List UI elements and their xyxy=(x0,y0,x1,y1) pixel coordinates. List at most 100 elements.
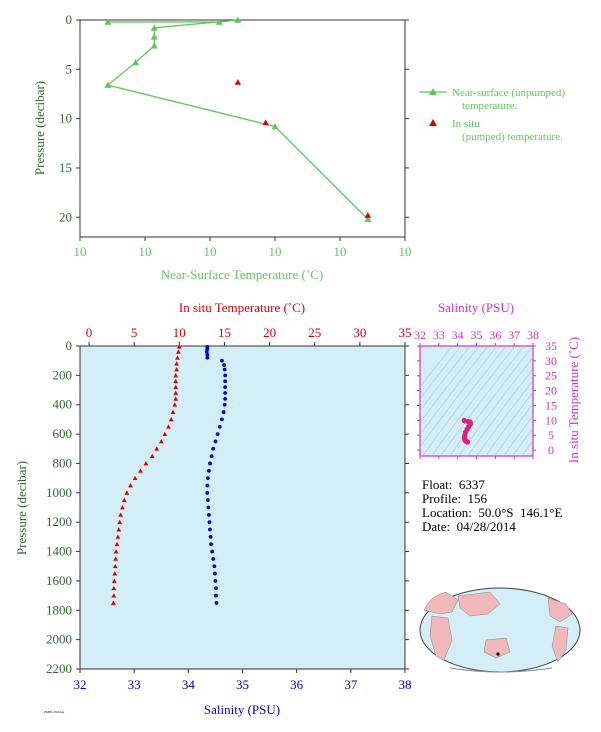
ts-y-axis-label: In situ Temperature (˚C) xyxy=(566,337,581,463)
salinity-point xyxy=(223,396,228,401)
ts-y-tick-label: 15 xyxy=(545,398,557,412)
map-land-north-america xyxy=(547,597,573,623)
ts-density-contour xyxy=(512,427,533,456)
salinity-point xyxy=(212,564,217,569)
salinity-point xyxy=(223,391,228,395)
pressure-tick-label: 200 xyxy=(53,367,73,382)
salinity-tick-label: 36 xyxy=(290,677,304,692)
near-surface-y-tick-label: 5 xyxy=(66,61,73,76)
salinity-point xyxy=(205,476,210,481)
temperature-point xyxy=(111,578,117,583)
temperature-point xyxy=(172,402,178,407)
ts-x-tick-label: 36 xyxy=(489,328,501,342)
temperature-point xyxy=(112,571,118,576)
ts-density-contours xyxy=(420,346,533,456)
map-float-location-marker xyxy=(496,652,500,656)
ts-y-tick-label: 20 xyxy=(545,384,557,398)
salinity-point xyxy=(208,534,213,539)
near-surface-y-tick-label: 15 xyxy=(59,160,72,175)
salinity-point xyxy=(217,424,222,429)
temperature-point xyxy=(158,439,164,444)
pressure-tick-label: 600 xyxy=(53,426,73,441)
salinity-point xyxy=(205,355,210,360)
salinity-point xyxy=(213,579,218,583)
ts-plot-frame xyxy=(419,345,534,457)
salinity-tick-label: 37 xyxy=(344,677,358,692)
temperature-point xyxy=(113,549,119,554)
ts-y-tick-label: 10 xyxy=(545,413,557,427)
salinity-point xyxy=(206,505,211,510)
pressure-tick-label: 800 xyxy=(53,455,73,470)
salinity-point xyxy=(208,527,212,532)
near-surface-x-tick-label: 10 xyxy=(74,244,87,259)
ts-x-tick-label: 38 xyxy=(527,328,539,342)
near-surface-x-axis-label: Near-Surface Temperature (˚C) xyxy=(161,267,323,282)
ts-points-series xyxy=(461,417,474,445)
salinity-tick-label: 32 xyxy=(74,677,87,692)
temperature-point xyxy=(173,384,179,390)
salinity-point xyxy=(205,483,210,488)
temperature-point xyxy=(166,424,171,429)
salinity-tick-label: 35 xyxy=(236,677,249,692)
world-map-inset xyxy=(419,587,581,673)
pressure-tick-label: 0 xyxy=(66,338,73,353)
salinity-ticks: 32 33 34 35 36 37 38 xyxy=(74,669,412,692)
salinity-point xyxy=(222,363,226,367)
salinity-point xyxy=(221,410,226,414)
near-surface-unpumped-point xyxy=(150,24,158,31)
temperature-tick-label: 20 xyxy=(263,325,276,340)
near-surface-y-ticks: 0 5 10 15 20 xyxy=(59,12,409,224)
legend-label-unpumped-line2: temperature. xyxy=(462,100,518,112)
salinity-point xyxy=(223,379,228,384)
ts-density-contour xyxy=(420,346,471,411)
ts-density-contour xyxy=(467,368,533,456)
temperature-point xyxy=(143,461,149,466)
ts-y-tick-label: 5 xyxy=(548,428,554,442)
temperature-point xyxy=(111,600,116,605)
salinity-point xyxy=(214,601,219,605)
near-surface-x-tick-label: 10 xyxy=(139,244,152,259)
temperature-point xyxy=(124,490,130,495)
map-land-south-america xyxy=(551,625,569,663)
temperature-tick-label: 15 xyxy=(218,325,231,340)
ts-x-ticks: 32 33 34 35 36 37 38 xyxy=(414,328,539,459)
ts-density-contour xyxy=(431,346,516,456)
pressure-tick-label: 1600 xyxy=(46,573,72,588)
near-surface-x-tick-label: 10 xyxy=(204,244,217,259)
temperature-point xyxy=(138,468,143,473)
temperature-point xyxy=(128,483,133,488)
near-surface-x-tick-label: 10 xyxy=(399,244,412,259)
salinity-point xyxy=(215,432,220,436)
legend-label-unpumped: Near-surface (unpumped) temperature. xyxy=(452,87,568,112)
pressure-tick-label: 400 xyxy=(53,397,73,412)
salinity-point xyxy=(223,373,228,378)
temperature-point xyxy=(154,446,160,451)
temperature-point xyxy=(132,475,138,481)
near-surface-unpumped-point xyxy=(364,215,372,223)
temperature-point xyxy=(112,563,118,569)
salinity-point xyxy=(205,498,210,503)
pressure-ticks: 0 200 400 600 800 1000 1200 1400 1600 1800 2000 220… xyxy=(46,338,409,676)
ts-density-contour xyxy=(420,346,489,436)
ts-density-contour xyxy=(422,346,507,456)
legend-marker-unpumped xyxy=(429,88,437,95)
ts-x-tick-label: 34 xyxy=(452,328,464,342)
pressure-tick-label: 1800 xyxy=(46,602,72,617)
temperature-tick-label: 0 xyxy=(86,325,93,340)
in-situ-pumped-point xyxy=(262,119,269,126)
salinity-point xyxy=(211,446,216,451)
salinity-point xyxy=(222,367,227,372)
temperature-ticks: 0 5 10 15 20 25 30 35 xyxy=(86,325,412,346)
salinity-point xyxy=(207,512,211,517)
temperature-point xyxy=(116,527,122,532)
ts-density-contour xyxy=(440,346,525,456)
near-surface-panel: 0 5 10 15 20 10 10 10 10 10 10 Near-Surface Tempe… xyxy=(32,12,568,282)
ts-y-tick-label: 35 xyxy=(545,339,557,353)
near-surface-unpumped-point xyxy=(271,123,279,130)
date-line: Date: 04/28/2014 xyxy=(422,519,516,534)
temperature-point xyxy=(111,585,117,591)
near-surface-unpumped-point xyxy=(104,18,112,25)
salinity-tick-label: 33 xyxy=(128,677,141,692)
in-situ-pumped-point xyxy=(364,212,372,218)
